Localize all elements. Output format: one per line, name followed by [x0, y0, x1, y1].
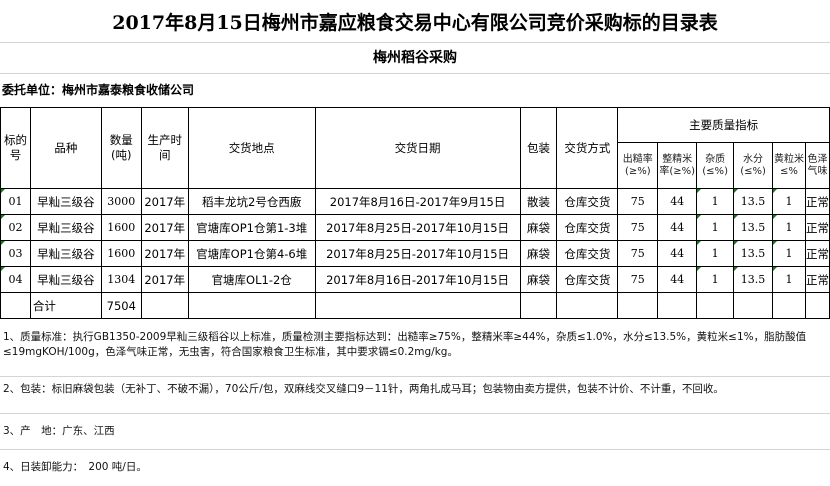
cell-mode: 仓库交货: [556, 214, 619, 241]
cell-q2: 44: [657, 188, 698, 215]
cell-pack: 麻袋: [519, 240, 558, 267]
cell-q2: 44: [657, 214, 698, 241]
cell-pack: 麻袋: [519, 266, 558, 293]
cell-place: 稻丰龙坑2号仓西廒: [187, 188, 316, 215]
cell-date: 2017年8月25日-2017年10月15日: [314, 214, 521, 241]
cell-mode: 仓库交货: [556, 188, 619, 215]
cell-q6: 正常: [804, 266, 830, 293]
table-row: 04 早籼三级谷 1304 2017年 官塘库OL1-2仓 2017年8月16日-2017…: [0, 266, 830, 293]
cell-q4: 13.5: [733, 214, 774, 241]
notes: 1、质量标准：执行GB1350-2009早籼三级稻谷以上标准，质量检测主要指标达…: [0, 319, 830, 486]
note-capacity: 4、日装卸能力： 200 吨/日。: [3, 461, 147, 473]
cell-q1: 75: [617, 188, 659, 215]
cell-qty: 3000: [100, 188, 142, 215]
cell-q1: 75: [617, 214, 659, 241]
cell-q4: 13.5: [733, 188, 774, 215]
cell-year: 2017年: [140, 240, 189, 267]
catalog-table: 标的号 品种 数量(吨) 生产时间 交货地点 交货日期 包装 交货方式 主要质量…: [0, 107, 830, 319]
cell-q3: 1: [696, 188, 735, 215]
cell-pack: 散装: [519, 188, 558, 215]
header-q3: 杂质(≤%): [696, 142, 735, 189]
cell-year: 2017年: [140, 188, 189, 215]
subtitle: 梅州稻谷采购: [0, 43, 830, 74]
cell-q2: 44: [657, 240, 698, 267]
cell-mode: 仓库交货: [556, 266, 619, 293]
cell-q3: 1: [696, 214, 735, 241]
cell-place: 官塘库OP1仓第1-3堆: [187, 214, 316, 241]
table-row: 03 早籼三级谷 1600 2017年 官塘库OP1仓第4-6堆 2017年8月25日-2…: [0, 240, 830, 267]
cell-mode: 仓库交货: [556, 240, 619, 267]
cell-place: 官塘库OL1-2仓: [187, 266, 316, 293]
cell-q2: 44: [657, 266, 698, 293]
cell-q4: 13.5: [733, 240, 774, 267]
cell-q5: 1: [772, 188, 806, 215]
header-date: 交货日期: [314, 107, 521, 189]
cell-q5: 1: [772, 240, 806, 267]
header-q1: 出糙率(≥%): [617, 142, 659, 189]
header-pack: 包装: [519, 107, 558, 189]
header-variety: 品种: [29, 107, 102, 189]
cell-q6: 正常: [804, 188, 830, 215]
header-no: 标的号: [0, 107, 31, 189]
cell-no: 03: [0, 240, 31, 267]
page-title: 2017年8月15日梅州市嘉应粮食交易中心有限公司竞价采购标的目录表: [0, 0, 830, 43]
cell-pack: 麻袋: [519, 214, 558, 241]
header-q6: 色泽气味: [804, 142, 830, 189]
header-q4: 水分(≤%): [733, 142, 774, 189]
cell-variety: 早籼三级谷: [29, 188, 102, 215]
cell-variety: 早籼三级谷: [29, 240, 102, 267]
table-row: 01 早籼三级谷 3000 2017年 稻丰龙坑2号仓西廒 2017年8月16日-2017…: [0, 188, 830, 215]
cell-no: 01: [0, 188, 31, 215]
cell-q5: 1: [772, 214, 806, 241]
cell-q3: 1: [696, 240, 735, 267]
header-quality: 主要质量指标: [617, 107, 830, 143]
total-qty: 7504: [100, 292, 142, 319]
cell-qty: 1600: [100, 214, 142, 241]
cell-variety: 早籼三级谷: [29, 266, 102, 293]
table-row: 02 早籼三级谷 1600 2017年 官塘库OP1仓第1-3堆 2017年8月25日-2…: [0, 214, 830, 241]
cell-q4: 13.5: [733, 266, 774, 293]
cell-year: 2017年: [140, 266, 189, 293]
header-place: 交货地点: [187, 107, 316, 189]
header-q2: 整精米率(≥%): [657, 142, 698, 189]
cell-place: 官塘库OP1仓第4-6堆: [187, 240, 316, 267]
cell-no: 02: [0, 214, 31, 241]
cell-q5: 1: [772, 266, 806, 293]
note-quality: 1、质量标准：执行GB1350-2009早籼三级稻谷以上标准，质量检测主要指标达…: [0, 319, 830, 377]
note-packaging: 2、包装：标旧麻袋包装（无补丁、不破不漏），70公斤/包，双麻线交叉缝口9－11…: [0, 377, 830, 414]
header-mode: 交货方式: [556, 107, 619, 189]
entrust-unit: 委托单位：梅州市嘉泰粮食收储公司: [2, 83, 195, 97]
total-label: 合计: [29, 292, 102, 319]
cell-q6: 正常: [804, 240, 830, 267]
cell-variety: 早籼三级谷: [29, 214, 102, 241]
cell-date: 2017年8月16日-2017年9月15日: [314, 188, 521, 215]
header-qty: 数量(吨): [100, 107, 142, 189]
total-row: 合计 7504: [0, 292, 830, 319]
cell-qty: 1600: [100, 240, 142, 267]
cell-q3: 1: [696, 266, 735, 293]
cell-q1: 75: [617, 266, 659, 293]
cell-qty: 1304: [100, 266, 142, 293]
header-q5: 黄粒米≤%: [772, 142, 806, 189]
cell-year: 2017年: [140, 214, 189, 241]
cell-no: 04: [0, 266, 31, 293]
cell-q1: 75: [617, 240, 659, 267]
cell-q6: 正常: [804, 214, 830, 241]
note-origin: 3、产 地：广东、江西: [0, 414, 830, 450]
cell-date: 2017年8月25日-2017年10月15日: [314, 240, 521, 267]
cell-date: 2017年8月16日-2017年10月15日: [314, 266, 521, 293]
header-year: 生产时间: [140, 107, 189, 189]
